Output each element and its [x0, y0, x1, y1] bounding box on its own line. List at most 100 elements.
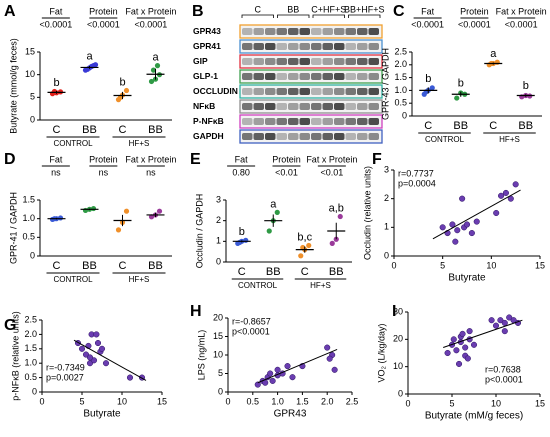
blot-band	[322, 43, 333, 50]
blot-band	[357, 73, 368, 80]
y-tick-label: 2.0	[24, 329, 37, 339]
data-point	[148, 78, 155, 85]
data-point	[449, 221, 456, 228]
data-point	[86, 354, 94, 361]
x-tick-label: 15	[535, 398, 545, 408]
blot-band	[276, 58, 287, 65]
stat-p: <0.0001	[458, 19, 491, 29]
data-point	[473, 218, 480, 225]
data-point	[470, 341, 478, 348]
blot-band	[345, 43, 356, 50]
data-point	[57, 215, 64, 221]
y-tick-label: 3	[216, 194, 221, 204]
stat-name: Fat x Protein	[125, 6, 176, 16]
blot-band	[265, 88, 276, 95]
blot-band	[288, 43, 299, 50]
blot-band	[288, 88, 299, 95]
y-tick-label: 1	[216, 236, 221, 246]
blot-band	[345, 133, 356, 140]
blot-band	[368, 103, 379, 110]
panel-letter: H	[190, 303, 202, 320]
panel-letter: F	[372, 151, 382, 168]
y-axis-label: GPR-41 / GAPDH	[8, 192, 18, 264]
blot-band	[322, 133, 333, 140]
blot-band	[368, 28, 379, 35]
blot-band	[299, 43, 310, 50]
data-point	[94, 339, 102, 347]
data-point	[123, 87, 130, 94]
x-tick-label: 2.0	[321, 396, 334, 406]
annotation: p<0.0001	[232, 326, 270, 336]
x-tick-label: BB	[82, 124, 97, 136]
y-tick-label: 15	[213, 331, 223, 341]
y-tick-label: 20	[213, 312, 223, 322]
y-tick-label: 0.5	[24, 372, 37, 382]
x-tick-label: BB	[329, 266, 344, 278]
data-point	[439, 224, 446, 231]
blot-band	[322, 103, 333, 110]
data-point	[452, 238, 459, 245]
blot-band	[265, 28, 276, 35]
protein-label: OCCLUDIN	[193, 86, 238, 96]
stat-name: Protein	[89, 154, 118, 164]
data-point	[274, 209, 280, 215]
blot-band	[311, 133, 322, 140]
lane-label: C	[255, 4, 262, 14]
blot-band	[253, 133, 264, 140]
blot-band	[276, 43, 287, 50]
blot-band	[253, 43, 264, 50]
data-point	[329, 240, 335, 246]
blot-band	[357, 103, 368, 110]
blot-band	[334, 43, 345, 50]
protein-label: GPR43	[193, 26, 221, 36]
blot-band	[288, 118, 299, 125]
blot-band	[311, 88, 322, 95]
data-point	[267, 370, 274, 377]
annotation: r=-0.8657	[232, 316, 271, 326]
blot-band	[368, 88, 379, 95]
y-tick-label: 0	[216, 256, 221, 266]
blot-row	[239, 114, 383, 129]
lane-bracket	[312, 14, 345, 18]
x-tick-label: C	[301, 266, 309, 278]
blot-band	[253, 103, 264, 110]
blot-band	[345, 73, 356, 80]
blot-row	[239, 84, 383, 99]
x-tick-label: 10	[486, 260, 496, 270]
data-point	[464, 355, 471, 362]
lane-bracket	[348, 14, 381, 18]
y-tick-label: 5	[218, 368, 223, 378]
significance-letter: b,c	[297, 231, 312, 243]
data-point	[455, 360, 463, 367]
data-point	[463, 221, 471, 228]
blot-band	[242, 133, 253, 140]
x-tick-label: C	[489, 120, 497, 132]
blot-band	[345, 28, 356, 35]
significance-letter: a	[86, 51, 93, 63]
y-tick-label: 0	[384, 250, 389, 260]
data-point	[337, 213, 343, 220]
y-tick-label: 2	[216, 215, 221, 225]
x-tick-label: BB	[518, 120, 533, 132]
group-label: CONTROL	[53, 275, 93, 284]
protein-label: P-NFκB	[193, 116, 224, 126]
panel-letter: I	[392, 303, 396, 320]
data-point	[454, 227, 461, 234]
panel-letter: A	[4, 3, 16, 20]
group-label: HF+S	[129, 139, 150, 148]
blot-band	[276, 118, 287, 125]
data-point	[466, 328, 473, 335]
blot-band	[276, 73, 287, 80]
significance-letter: a	[152, 52, 159, 64]
y-axis-label: Butyrate (mmol/g feces)	[8, 38, 18, 134]
blot-band	[242, 43, 253, 50]
blot-band	[334, 73, 345, 80]
blot-band	[276, 133, 287, 140]
x-tick-label: BB	[453, 120, 468, 132]
blot-band	[368, 133, 379, 140]
x-tick-label: BB	[82, 260, 97, 272]
x-tick-label: 5	[79, 396, 84, 406]
group-label: CONTROL	[238, 281, 278, 290]
panel-letter: C	[393, 3, 405, 20]
